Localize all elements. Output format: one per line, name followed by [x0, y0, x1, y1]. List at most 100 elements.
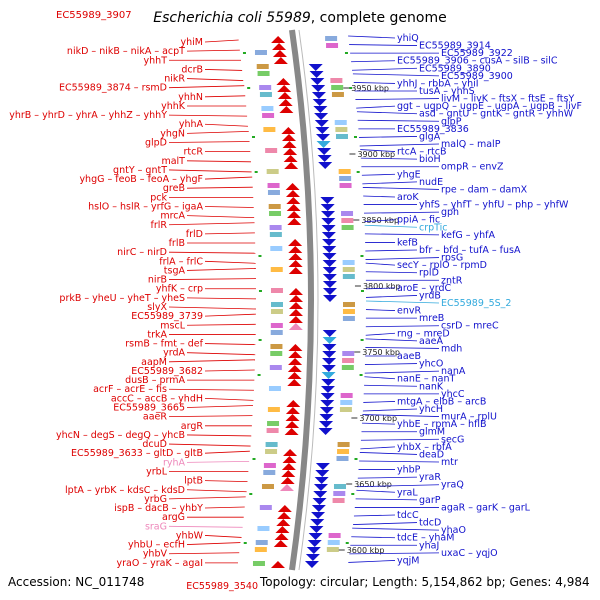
right-gene-label: rng – mreD [397, 328, 450, 339]
plus-strand-gene [315, 127, 330, 134]
minus-strand-gene [288, 351, 303, 358]
plus-strand-gene [315, 463, 330, 470]
left-gene-label: yhhN [178, 92, 203, 103]
minus-strand-gene [288, 302, 303, 309]
left-leader-line [168, 278, 256, 280]
right-leader-line [351, 60, 396, 63]
right-gene-label: aaeB [397, 351, 421, 362]
feature-block [342, 302, 355, 307]
left-gene-label: pck [150, 192, 167, 203]
plus-strand-gene [322, 239, 337, 246]
plus-strand-gene [322, 351, 337, 358]
plus-strand-gene [311, 505, 326, 512]
left-gene-label: yhgN [160, 128, 185, 139]
right-leader-line [353, 522, 418, 525]
right-leader-line [364, 384, 418, 387]
feature-block [266, 169, 279, 174]
feature-blocks-track [242, 36, 364, 566]
left-gene-label: EC55989_3874 – rsmD [59, 83, 167, 94]
right-gene-label: rtcA – rtcB [397, 147, 447, 158]
feature-block [333, 491, 346, 496]
plus-strand-gene [320, 204, 335, 211]
feature-block [270, 309, 283, 314]
feature-block [267, 421, 280, 426]
left-gene-label: EC55989_3739 [131, 311, 203, 322]
minus-strand-gene [288, 316, 303, 323]
marker-dot [360, 255, 364, 257]
right-leader-line [364, 219, 396, 223]
left-gene-label: yhbV [143, 549, 168, 560]
left-leader-line [186, 268, 256, 271]
left-gene-label: nikR [164, 74, 185, 85]
feature-block [259, 92, 272, 97]
left-gene-label: malT [161, 156, 185, 167]
right-gene-label: yhcO [419, 359, 443, 370]
plus-strand-gene [321, 211, 336, 218]
plus-strand-gene [319, 407, 334, 414]
left-gene-label: trkA [147, 329, 167, 340]
minus-strand-gene [276, 519, 291, 526]
plus-strand-track [304, 64, 337, 568]
feature-block [331, 92, 344, 97]
feature-block [270, 323, 283, 328]
right-leader-line [365, 347, 440, 349]
feature-block [339, 407, 352, 412]
plus-strand-gene [322, 330, 337, 337]
feature-block [341, 218, 354, 223]
left-gene-label: yhrB – yhrD – yhrA – yhhZ – yhhY [9, 110, 167, 121]
left-gene-label: argG [162, 512, 185, 523]
feature-block [332, 498, 345, 503]
plus-strand-gene [310, 78, 325, 85]
plus-strand-gene [322, 260, 337, 267]
plus-strand-gene [322, 253, 337, 260]
right-leader-line [348, 560, 396, 563]
right-gene-label: yhgE [397, 169, 421, 180]
minus-strand-gene [288, 295, 303, 302]
right-gene-label: envR [397, 306, 421, 317]
feature-block [341, 211, 354, 216]
plus-strand-gene [313, 484, 328, 491]
feature-block [340, 393, 353, 398]
left-gene-label: nirB [148, 275, 167, 286]
left-leader-line [168, 443, 251, 447]
marker-dot [349, 87, 353, 89]
plus-strand-gene [310, 519, 325, 526]
feature-block [330, 78, 343, 83]
right-gene-label: yhaJ [419, 540, 439, 551]
left-gene-label: accC – accB – yhdH [111, 393, 203, 404]
minus-strand-gene [279, 484, 294, 491]
right-gene-label: yrdB [419, 290, 441, 301]
minus-strand-gene [282, 456, 297, 463]
feature-block [270, 330, 283, 335]
left-leader-line [204, 535, 242, 538]
right-leader-line [360, 446, 396, 450]
left-leader-line [186, 215, 255, 219]
right-gene-label: nanA [441, 366, 466, 377]
left-gene-label: rtcR [184, 147, 204, 158]
right-leader-line [361, 173, 396, 176]
right-gene-label: tdcD [419, 518, 441, 529]
right-gene-label: rpsG [441, 253, 463, 264]
left-leader-line [186, 323, 256, 326]
right-leader-line [357, 484, 440, 488]
kbp-tick-label: 3700 kbp [359, 414, 397, 423]
left-gene-label: yhhK [161, 101, 186, 112]
right-gene-label: glmM [419, 427, 445, 438]
feature-block [326, 547, 339, 552]
minus-strand-gene [286, 197, 301, 204]
right-gene-label: yhaO [441, 525, 466, 536]
right-gene-label: yhbX – rbfA [397, 442, 452, 453]
minus-strand-gene [285, 414, 300, 421]
right-leader-line [363, 195, 396, 198]
feature-block [270, 267, 283, 272]
right-leader-line [364, 370, 440, 374]
right-gene-label: yhiQ [397, 33, 419, 44]
feature-block [337, 442, 350, 447]
right-leader-line [365, 262, 396, 266]
feature-block [269, 225, 282, 230]
minus-strand-gene [284, 162, 299, 169]
feature-block [257, 526, 270, 531]
feature-block [270, 302, 283, 307]
left-leader-line [168, 496, 246, 500]
